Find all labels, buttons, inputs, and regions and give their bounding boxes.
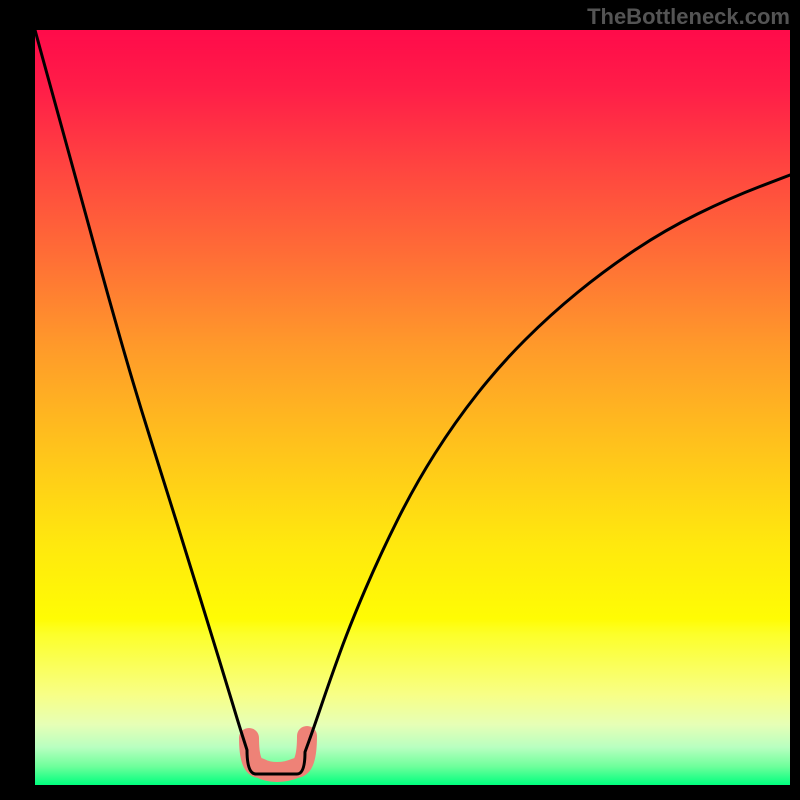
chart-container: TheBottleneck.com: [0, 0, 800, 800]
bottleneck-curve: [35, 30, 790, 785]
curve-line: [35, 30, 790, 774]
watermark-text: TheBottleneck.com: [587, 4, 790, 30]
curve-minimum-band: [249, 736, 307, 772]
plot-area: [35, 30, 790, 785]
